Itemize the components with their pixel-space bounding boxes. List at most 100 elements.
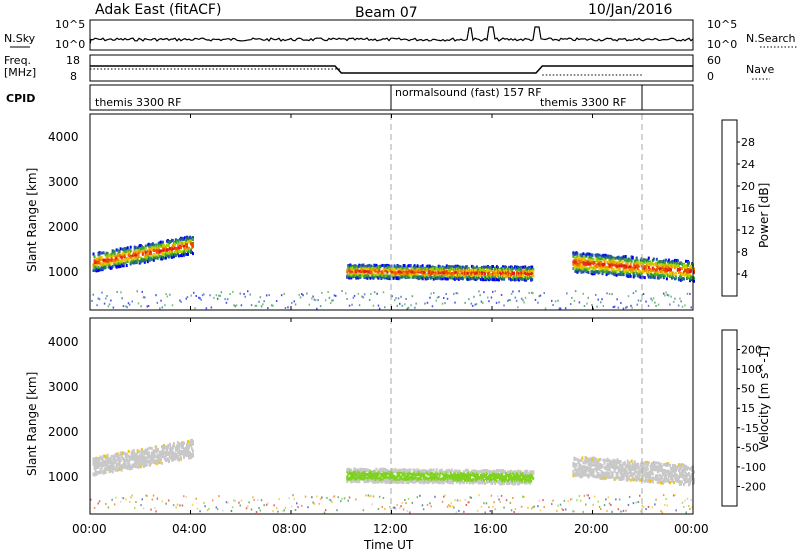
data-cell (351, 273, 354, 277)
data-cell (353, 294, 356, 297)
data-cell (475, 265, 478, 269)
data-cell (665, 291, 667, 294)
data-cell (445, 293, 447, 295)
data-cell (138, 250, 141, 254)
data-cell (655, 268, 658, 272)
data-cell (574, 256, 577, 260)
data-cell (578, 301, 581, 304)
data-cell (240, 304, 243, 307)
data-cell (512, 472, 515, 476)
data-cell (591, 266, 594, 270)
data-cell (184, 252, 186, 256)
data-cell (176, 454, 179, 458)
data-cell (647, 472, 650, 476)
colorbar-tick-label: 12 (741, 224, 755, 237)
data-cell (643, 276, 646, 280)
data-cell (361, 471, 364, 475)
data-cell (362, 296, 365, 299)
data-cell (649, 464, 652, 468)
data-cell (505, 265, 508, 269)
data-cell (619, 258, 622, 262)
data-cell (502, 476, 504, 479)
data-cell (435, 470, 438, 474)
data-cell (127, 449, 130, 453)
data-cell (177, 246, 180, 250)
data-cell (615, 462, 618, 466)
data-cell (166, 248, 169, 252)
data-cell (641, 267, 644, 271)
data-cell (142, 246, 145, 250)
data-cell (608, 270, 611, 274)
data-cell (508, 265, 511, 269)
data-cell (595, 469, 598, 473)
data-cell (401, 266, 404, 270)
data-cell (104, 266, 107, 269)
data-cell (382, 291, 385, 294)
data-cell (358, 269, 361, 273)
data-cell (608, 257, 611, 261)
data-cell (641, 275, 644, 279)
data-cell (141, 451, 144, 455)
data-cell (592, 257, 595, 261)
data-cell (405, 269, 408, 273)
data-cell (185, 249, 187, 252)
data-cell (606, 476, 609, 479)
data-cell (522, 265, 525, 269)
data-cell (356, 473, 359, 477)
data-cell (591, 270, 594, 274)
data-cell (517, 273, 520, 277)
data-cell (608, 472, 611, 476)
data-cell (425, 476, 428, 480)
data-cell (267, 307, 269, 310)
data-cell (591, 272, 594, 276)
data-cell (229, 293, 231, 295)
data-cell (116, 290, 118, 293)
data-cell (649, 275, 652, 279)
data-cell (137, 254, 140, 258)
data-cell (652, 257, 655, 261)
data-cell (177, 446, 180, 450)
data-cell (618, 267, 621, 271)
data-cell (147, 305, 150, 307)
data-cell (409, 264, 412, 268)
data-cell (646, 463, 649, 467)
data-cell (94, 468, 97, 472)
data-cell (679, 297, 681, 300)
data-cell (603, 461, 606, 465)
data-cell (627, 259, 630, 263)
data-cell (122, 258, 125, 262)
data-cell (449, 471, 452, 475)
data-cell (377, 271, 380, 275)
data-cell (178, 442, 181, 446)
data-cell (651, 476, 654, 480)
data-cell (410, 267, 413, 270)
data-cell (658, 263, 661, 267)
cpid-label: CPID (6, 92, 35, 105)
data-cell (381, 273, 384, 277)
data-cell (572, 474, 575, 478)
data-cell (551, 299, 553, 302)
data-cell (179, 450, 182, 454)
data-cell (602, 253, 605, 257)
data-cell (175, 447, 178, 450)
data-cell (408, 275, 411, 279)
data-cell (424, 302, 426, 305)
data-cell (146, 447, 149, 451)
data-cell (93, 255, 96, 259)
data-cell (165, 293, 167, 296)
nsky-right-tick-bottom: 10^0 (707, 38, 737, 51)
data-cell (580, 458, 583, 462)
data-cell (489, 266, 491, 270)
data-cell (471, 481, 474, 485)
data-cell (480, 469, 483, 473)
data-cell (108, 263, 111, 267)
data-cell (139, 453, 142, 457)
data-cell (663, 274, 666, 278)
data-cell (156, 249, 159, 252)
data-cell (588, 255, 591, 259)
data-cell (483, 291, 485, 294)
data-cell (514, 482, 517, 485)
data-cell (379, 476, 382, 479)
data-cell (162, 256, 165, 260)
data-cell (558, 307, 561, 310)
